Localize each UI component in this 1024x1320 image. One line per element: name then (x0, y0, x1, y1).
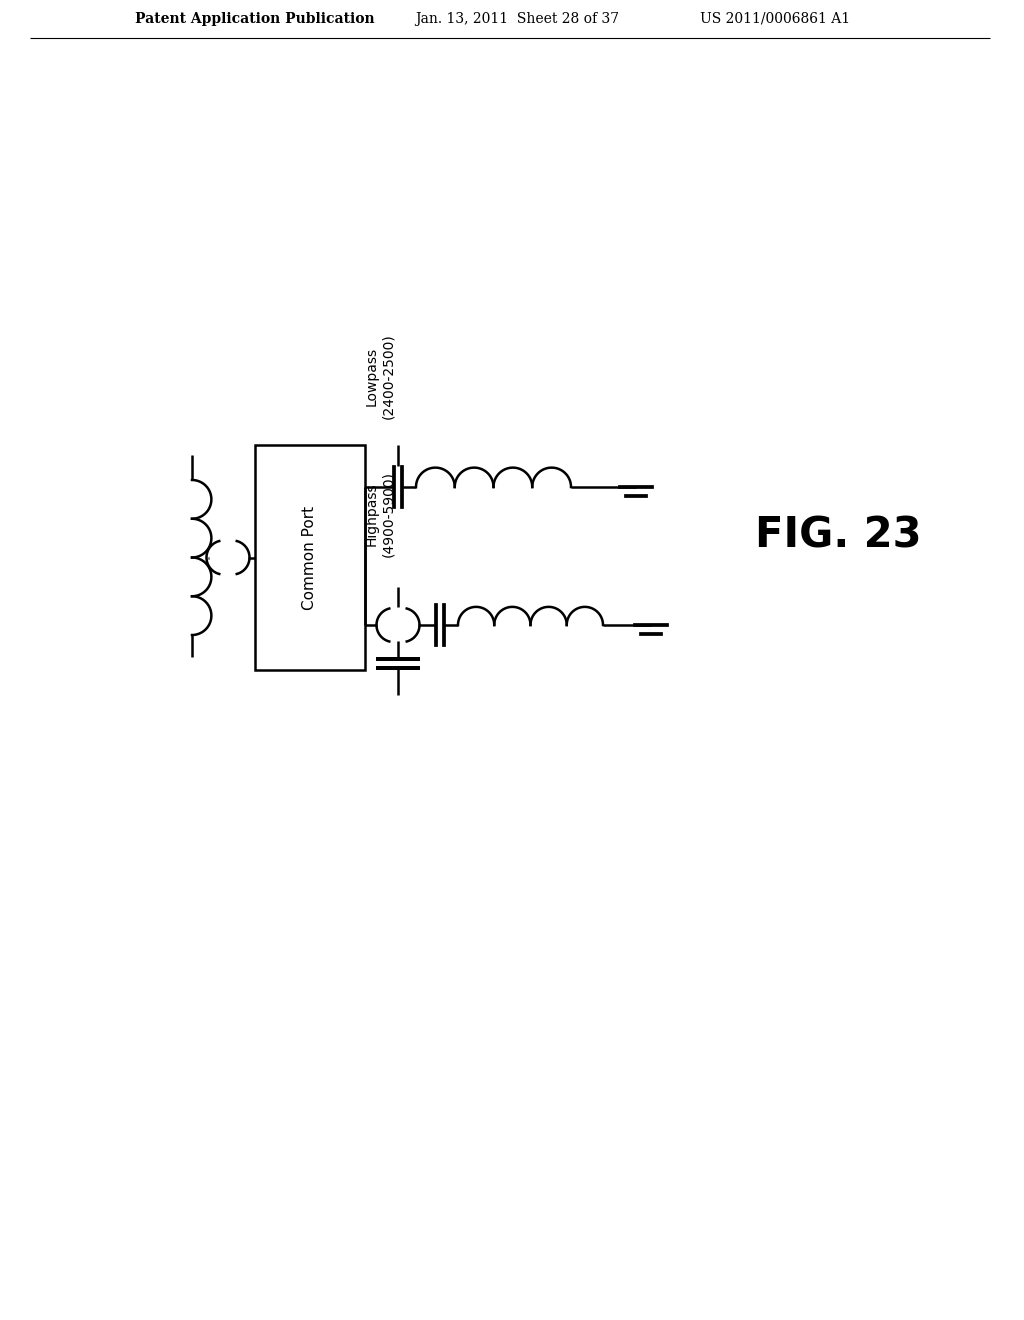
Text: US 2011/0006861 A1: US 2011/0006861 A1 (700, 12, 850, 26)
Text: Jan. 13, 2011  Sheet 28 of 37: Jan. 13, 2011 Sheet 28 of 37 (415, 12, 620, 26)
Text: FIG. 23: FIG. 23 (755, 513, 922, 556)
Text: Patent Application Publication: Patent Application Publication (135, 12, 375, 26)
Bar (255, 445, 365, 671)
Text: Common Port: Common Port (302, 506, 317, 610)
Text: Highpass
(4900-5900): Highpass (4900-5900) (365, 471, 395, 557)
Text: Lowpass
(2400-2500): Lowpass (2400-2500) (365, 333, 395, 418)
